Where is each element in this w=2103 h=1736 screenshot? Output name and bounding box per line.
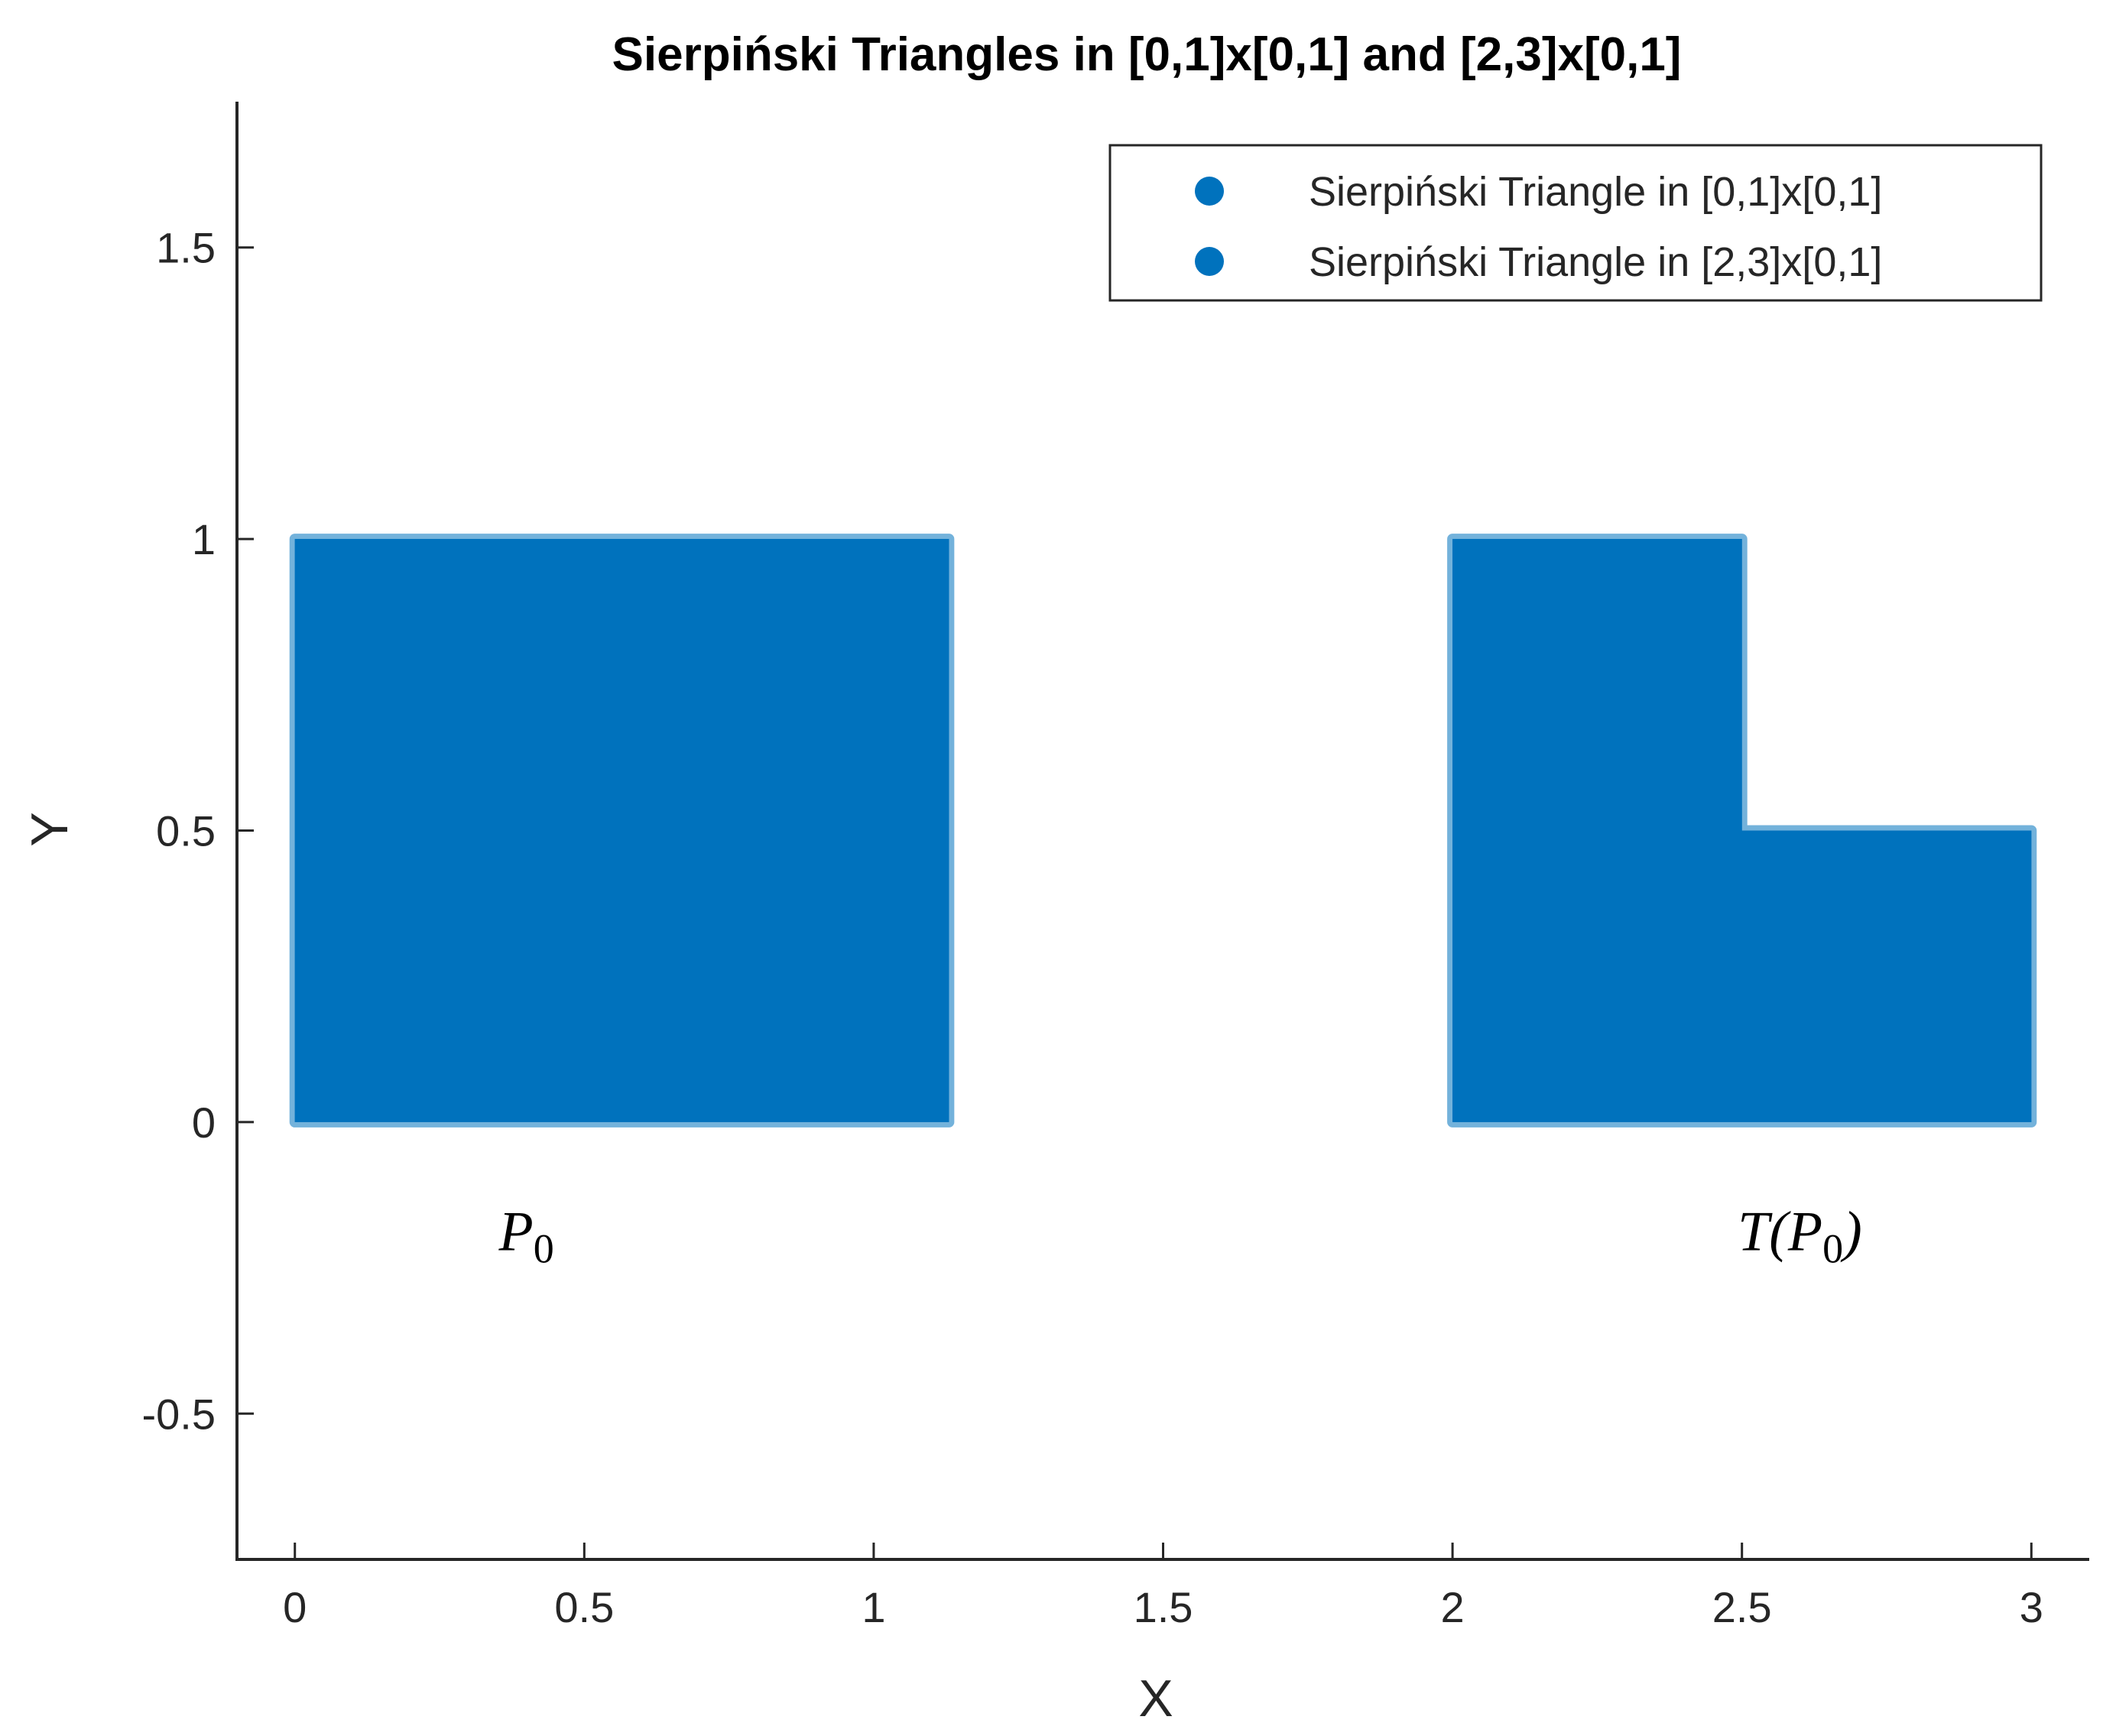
legend-items: Sierpiński Triangle in [0,1]x[0,1] Sierpi… (1195, 169, 1882, 285)
y-axis-label: Y (21, 812, 79, 846)
series-region (294, 539, 949, 1122)
x-tick-label: 0.5 (554, 1583, 614, 1631)
annotation-subscript: 0 (534, 1226, 554, 1272)
annotation-label-2: T(P0) (1738, 1201, 1862, 1272)
axes-box (235, 102, 2089, 1561)
series-2 (1447, 534, 2037, 1128)
legend-entry-label: Sierpiński Triangle in [2,3]x[0,1] (1309, 239, 1882, 285)
annotations-layer: P0 T(P0) (498, 1201, 1861, 1272)
x-tick-label: 2 (1441, 1583, 1465, 1631)
annotation-label-1: P0 (498, 1201, 553, 1272)
y-tick-label: 1 (192, 515, 216, 563)
series-1 (289, 534, 955, 1128)
series-layer (289, 534, 2037, 1128)
y-tick-label: 0 (192, 1098, 216, 1147)
y-tick-label: 0.5 (156, 807, 216, 855)
y-tick-label: -0.5 (142, 1390, 216, 1438)
series-region (1452, 539, 2032, 1122)
legend-marker (1195, 177, 1224, 206)
annotation-suffix: ) (1840, 1201, 1862, 1264)
legend: Sierpiński Triangle in [0,1]x[0,1] Sierpi… (1108, 144, 2043, 302)
legend-entry-label: Sierpiński Triangle in [0,1]x[0,1] (1309, 169, 1882, 215)
annotation-main: P (498, 1201, 533, 1264)
x-axis-label: X (1138, 1669, 1173, 1728)
x-tick-label: 2.5 (1712, 1583, 1772, 1631)
x-tick-label: 1.5 (1134, 1583, 1193, 1631)
x-tick-label: 3 (2020, 1583, 2043, 1631)
x-axis-ticks: 0 0.5 1 1.5 2 2.5 3 (283, 1543, 2043, 1631)
annotation-subscript: 0 (1822, 1226, 1843, 1272)
legend-marker (1195, 247, 1224, 276)
y-axis-ticks: -0.5 0 0.5 1 1.5 (142, 224, 254, 1438)
chart-title: Sierpiński Triangles in [0,1]x[0,1] and … (612, 28, 1682, 81)
legend-box (1108, 144, 2043, 302)
x-tick-label: 0 (283, 1583, 307, 1631)
x-tick-label: 1 (862, 1583, 885, 1631)
annotation-main: T(P (1738, 1201, 1822, 1264)
y-tick-label: 1.5 (156, 224, 216, 272)
